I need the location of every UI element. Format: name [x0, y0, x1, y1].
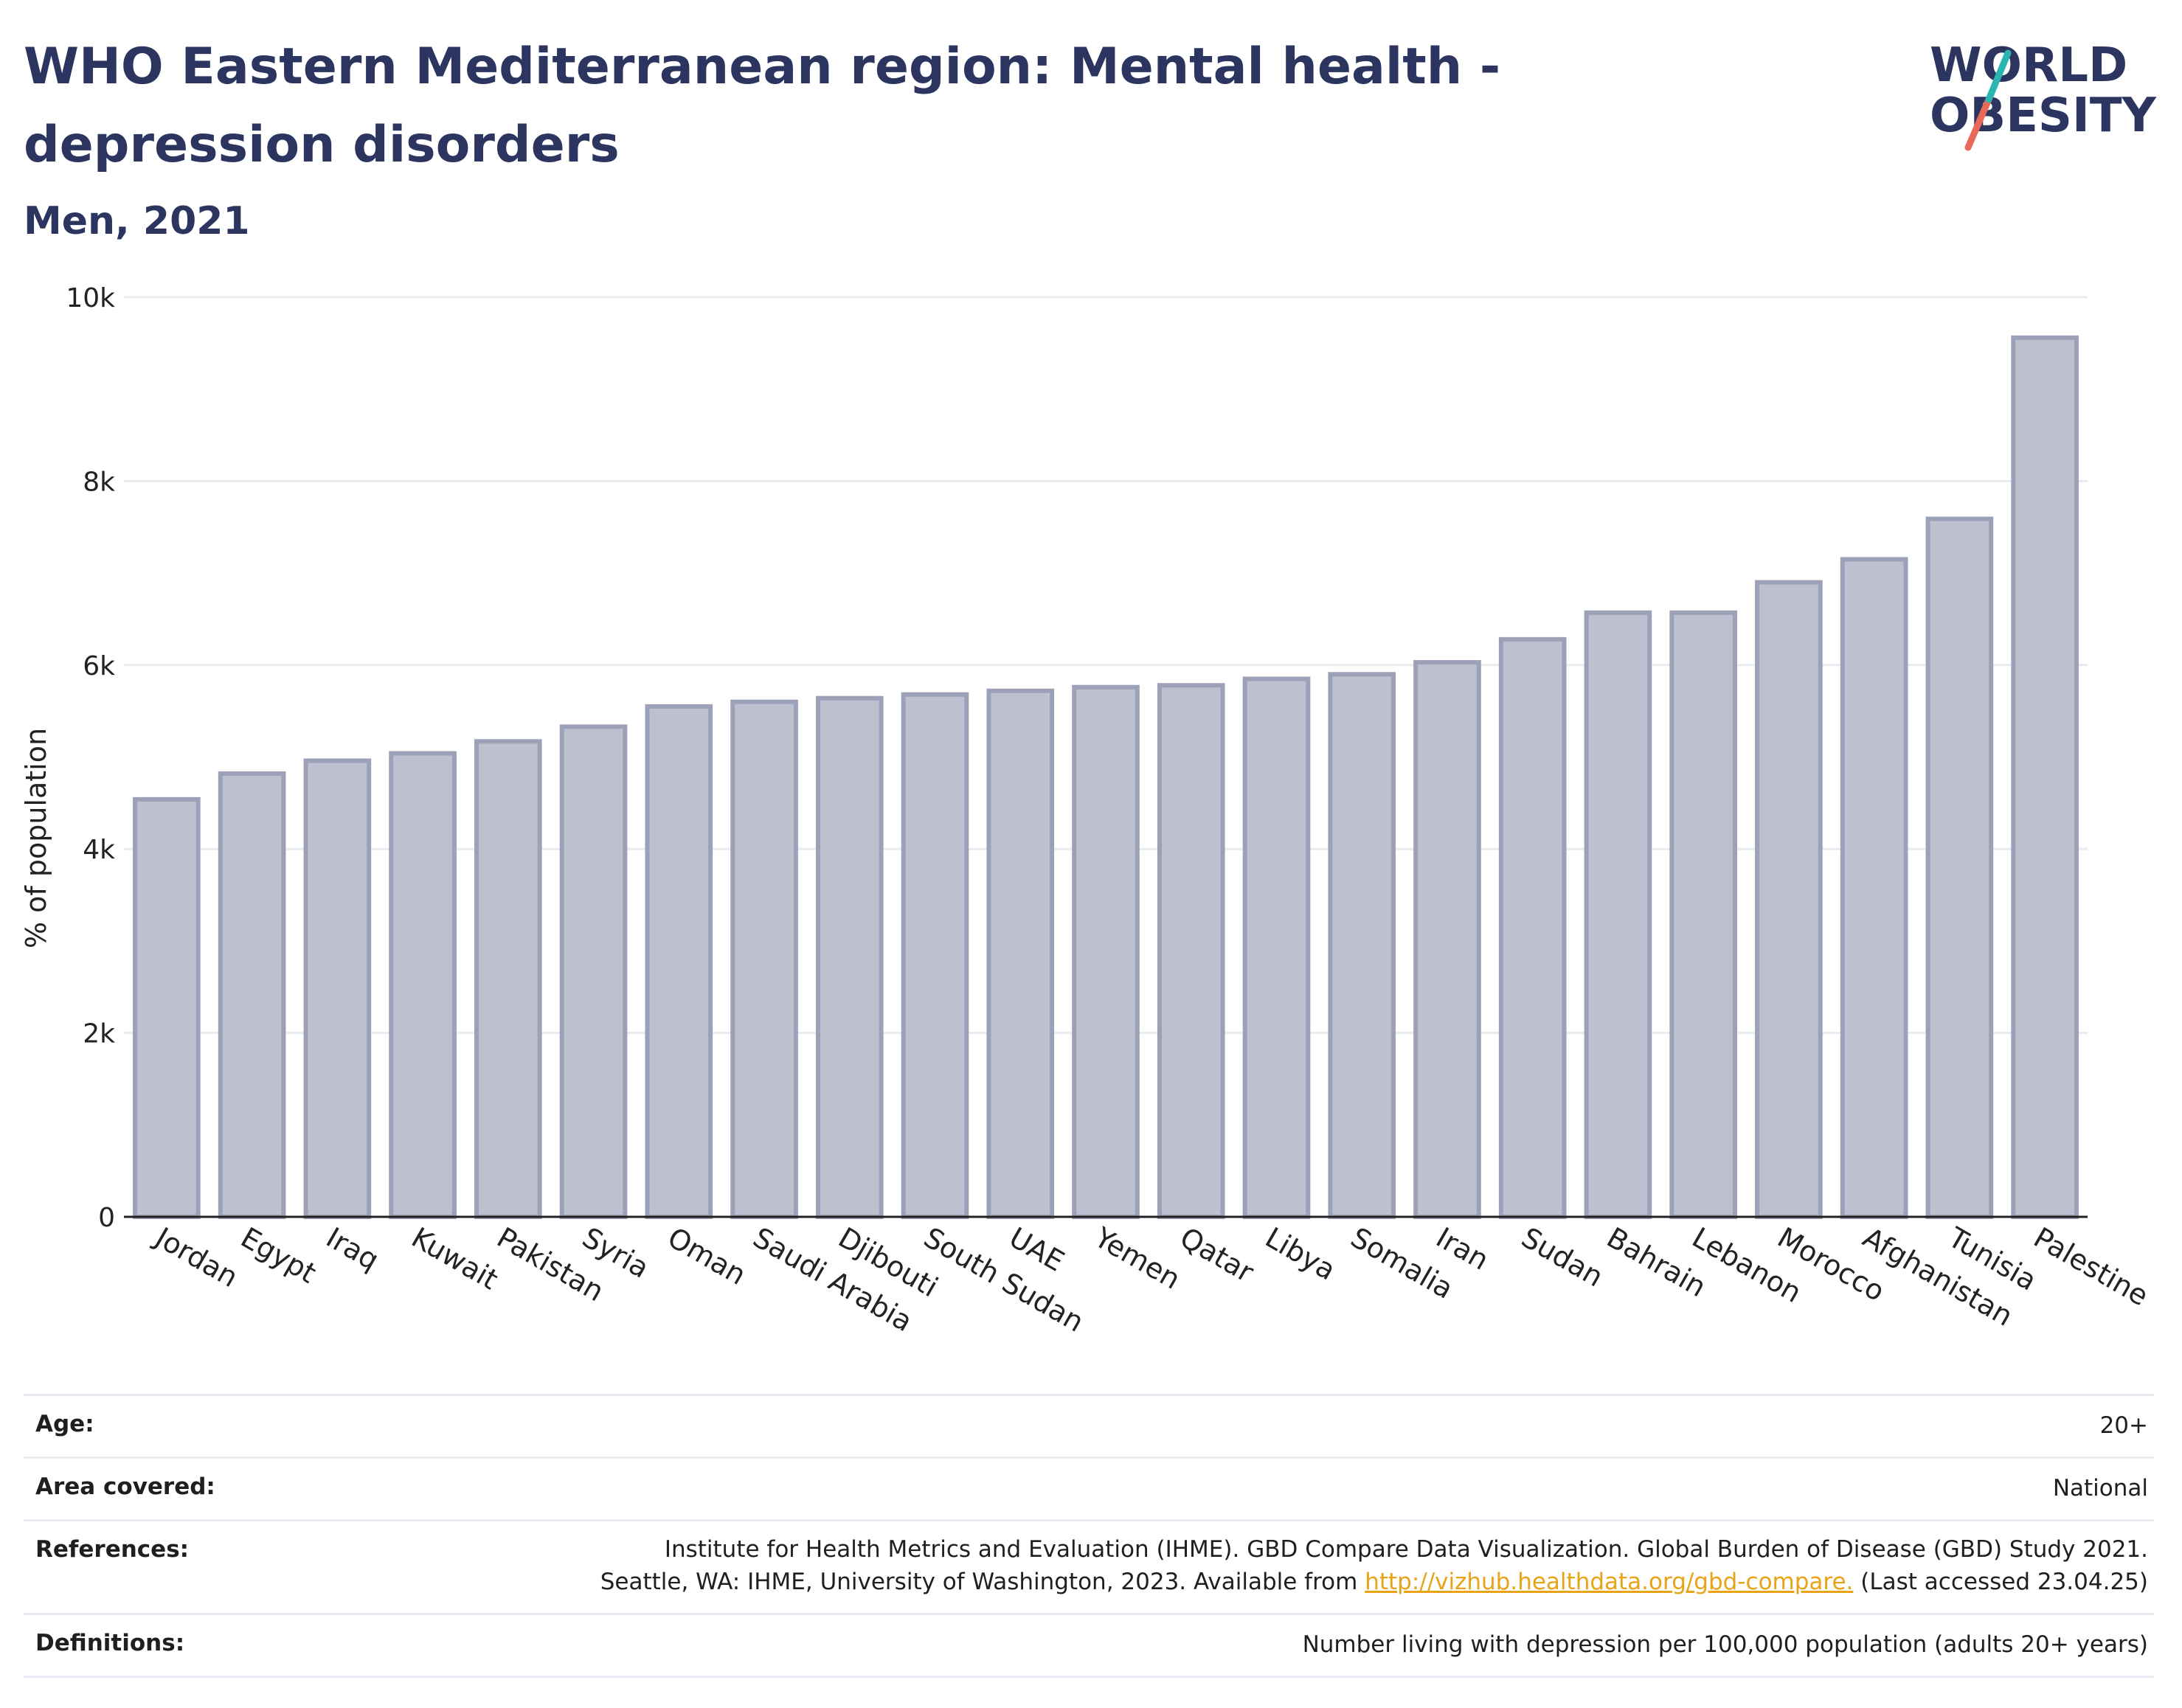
y-tick-label: 2k: [83, 1019, 115, 1049]
logo-slash-coral: [1964, 96, 1992, 151]
x-tick-label: Palestine: [2029, 1221, 2154, 1313]
bar: [559, 724, 628, 1219]
bar: [474, 739, 542, 1219]
meta-label-references: References:: [35, 1536, 190, 1563]
y-tick-label: 4k: [83, 835, 115, 865]
bar: [1925, 516, 1994, 1219]
y-tick-label: 10k: [66, 283, 115, 313]
meta-value-area: National: [2052, 1475, 2148, 1502]
y-axis-label: % of population: [20, 728, 52, 948]
bar: [133, 796, 201, 1220]
x-tick-label: South Sudan: [918, 1221, 1090, 1339]
reference-line-2-suffix: (Last accessed 23.04.25): [1853, 1569, 2148, 1595]
bar: [1584, 610, 1652, 1219]
bar: [303, 758, 372, 1220]
bar: [986, 688, 1055, 1219]
bar: [1498, 636, 1567, 1219]
bar: [218, 771, 286, 1220]
x-tick-label: Oman: [662, 1221, 752, 1291]
bar: [730, 699, 798, 1219]
metadata-table: Age: 20+ Area covered: National Referenc…: [24, 1394, 2154, 1678]
meta-row-area: Area covered: National: [24, 1457, 2154, 1519]
bars: [133, 335, 2079, 1220]
bar: [389, 751, 457, 1219]
y-tick-label: 6k: [83, 651, 115, 681]
meta-row-definitions: Definitions: Number living with depressi…: [24, 1613, 2154, 1678]
y-tick-label: 0: [98, 1203, 115, 1233]
bar: [1669, 610, 1737, 1219]
bar: [1242, 676, 1311, 1219]
meta-row-references: References: Institute for Health Metrics…: [24, 1519, 2154, 1613]
meta-label-definitions: Definitions:: [35, 1630, 185, 1656]
bar: [1328, 672, 1396, 1219]
x-tick-label: Iraq: [321, 1221, 384, 1277]
x-tick-label: Qatar: [1174, 1221, 1259, 1289]
meta-row-age: Age: 20+: [24, 1394, 2154, 1457]
x-tick-label: Egypt: [235, 1221, 322, 1290]
x-tick-label: Yemen: [1089, 1221, 1186, 1296]
reference-line-2: Seattle, WA: IHME, University of Washing…: [600, 1566, 2148, 1598]
bar: [815, 695, 884, 1219]
meta-value-references: Institute for Health Metrics and Evaluat…: [600, 1533, 2148, 1598]
bar: [1072, 684, 1140, 1219]
meta-value-definitions: Number living with depression per 100,00…: [1302, 1631, 2148, 1658]
bar: [1840, 557, 1908, 1219]
x-tick-label: Bahrain: [1601, 1221, 1711, 1304]
logo-line1: WORLD: [1930, 38, 2127, 93]
meta-value-age: 20+: [2099, 1412, 2148, 1439]
world-obesity-logo: WORLD OBESITY: [1930, 38, 2156, 151]
bar: [1413, 660, 1481, 1219]
x-tick-label: Kuwait: [406, 1221, 504, 1296]
bar: [2011, 335, 2079, 1219]
reference-link[interactable]: http://vizhub.healthdata.org/gbd-compare…: [1365, 1569, 1854, 1595]
meta-label-area: Area covered:: [35, 1473, 215, 1500]
reference-line-2-prefix: Seattle, WA: IHME, University of Washing…: [600, 1569, 1365, 1595]
chart-subtitle: Men, 2021: [24, 199, 250, 243]
meta-label-age: Age:: [35, 1411, 94, 1437]
y-tick-label: 8k: [83, 467, 115, 497]
x-tick-label: Jordan: [149, 1221, 243, 1294]
bar: [901, 692, 969, 1219]
bar: [1157, 683, 1225, 1219]
bar: [1755, 580, 1823, 1219]
x-tick-label: Sudan: [1516, 1221, 1609, 1294]
chart-title: WHO Eastern Mediterranean region: Mental…: [24, 38, 1501, 174]
reference-line-1: Institute for Health Metrics and Evaluat…: [664, 1536, 2148, 1563]
logo-slash-teal: [1985, 49, 2012, 103]
bar: [645, 704, 713, 1219]
y-tick-labels: 0 2k 4k 6k 8k 10k: [66, 283, 115, 1233]
logo-line2: OBESITY: [1930, 88, 2156, 143]
x-tick-label: Libya: [1260, 1221, 1341, 1287]
